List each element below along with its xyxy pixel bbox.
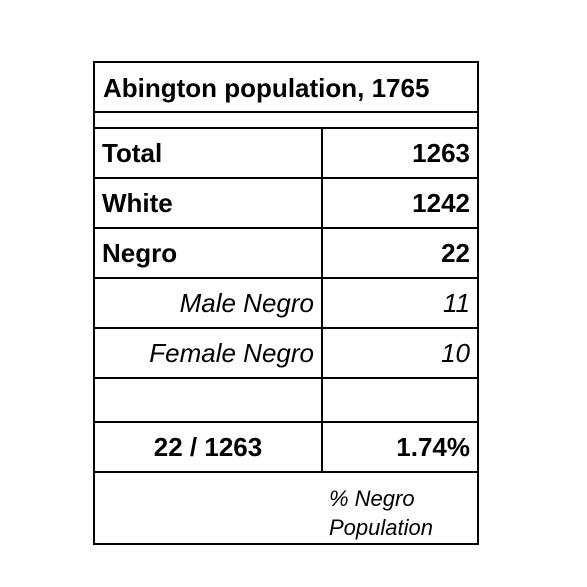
column-divider xyxy=(321,127,323,471)
divider xyxy=(95,111,477,113)
percent-note-line1: % Negro xyxy=(329,486,415,511)
divider xyxy=(95,127,477,129)
divider xyxy=(95,421,477,423)
row-value-male-negro: 11 xyxy=(443,287,470,318)
row-label-empty xyxy=(95,379,321,421)
row-label-female-negro: Female Negro xyxy=(149,337,314,368)
row-label-white: White xyxy=(102,187,173,218)
table-title: Abington population, 1765 xyxy=(103,72,430,103)
divider xyxy=(95,471,477,473)
percent-note-line2: Population xyxy=(329,515,433,540)
divider xyxy=(95,327,477,329)
row-label-negro: Negro xyxy=(102,237,178,268)
row-label-male-negro: Male Negro xyxy=(179,287,314,318)
row-value-total: 1263 xyxy=(412,137,470,168)
divider xyxy=(95,377,477,379)
divider xyxy=(95,227,477,229)
divider xyxy=(95,277,477,279)
row-label-ratio: 22 / 1263 xyxy=(153,431,263,462)
row-value-white: 1242 xyxy=(412,187,470,218)
row-label-total: Total xyxy=(102,137,163,168)
percent-note: % Negro Population xyxy=(329,484,433,542)
row-value-female-negro: 10 xyxy=(441,337,470,368)
row-value-negro: 22 xyxy=(441,237,470,268)
population-table: Abington population, 1765 Total 1263 Whi… xyxy=(93,61,479,545)
divider xyxy=(95,177,477,179)
row-value-empty xyxy=(323,379,477,421)
row-value-percent: 1.74% xyxy=(396,431,470,462)
